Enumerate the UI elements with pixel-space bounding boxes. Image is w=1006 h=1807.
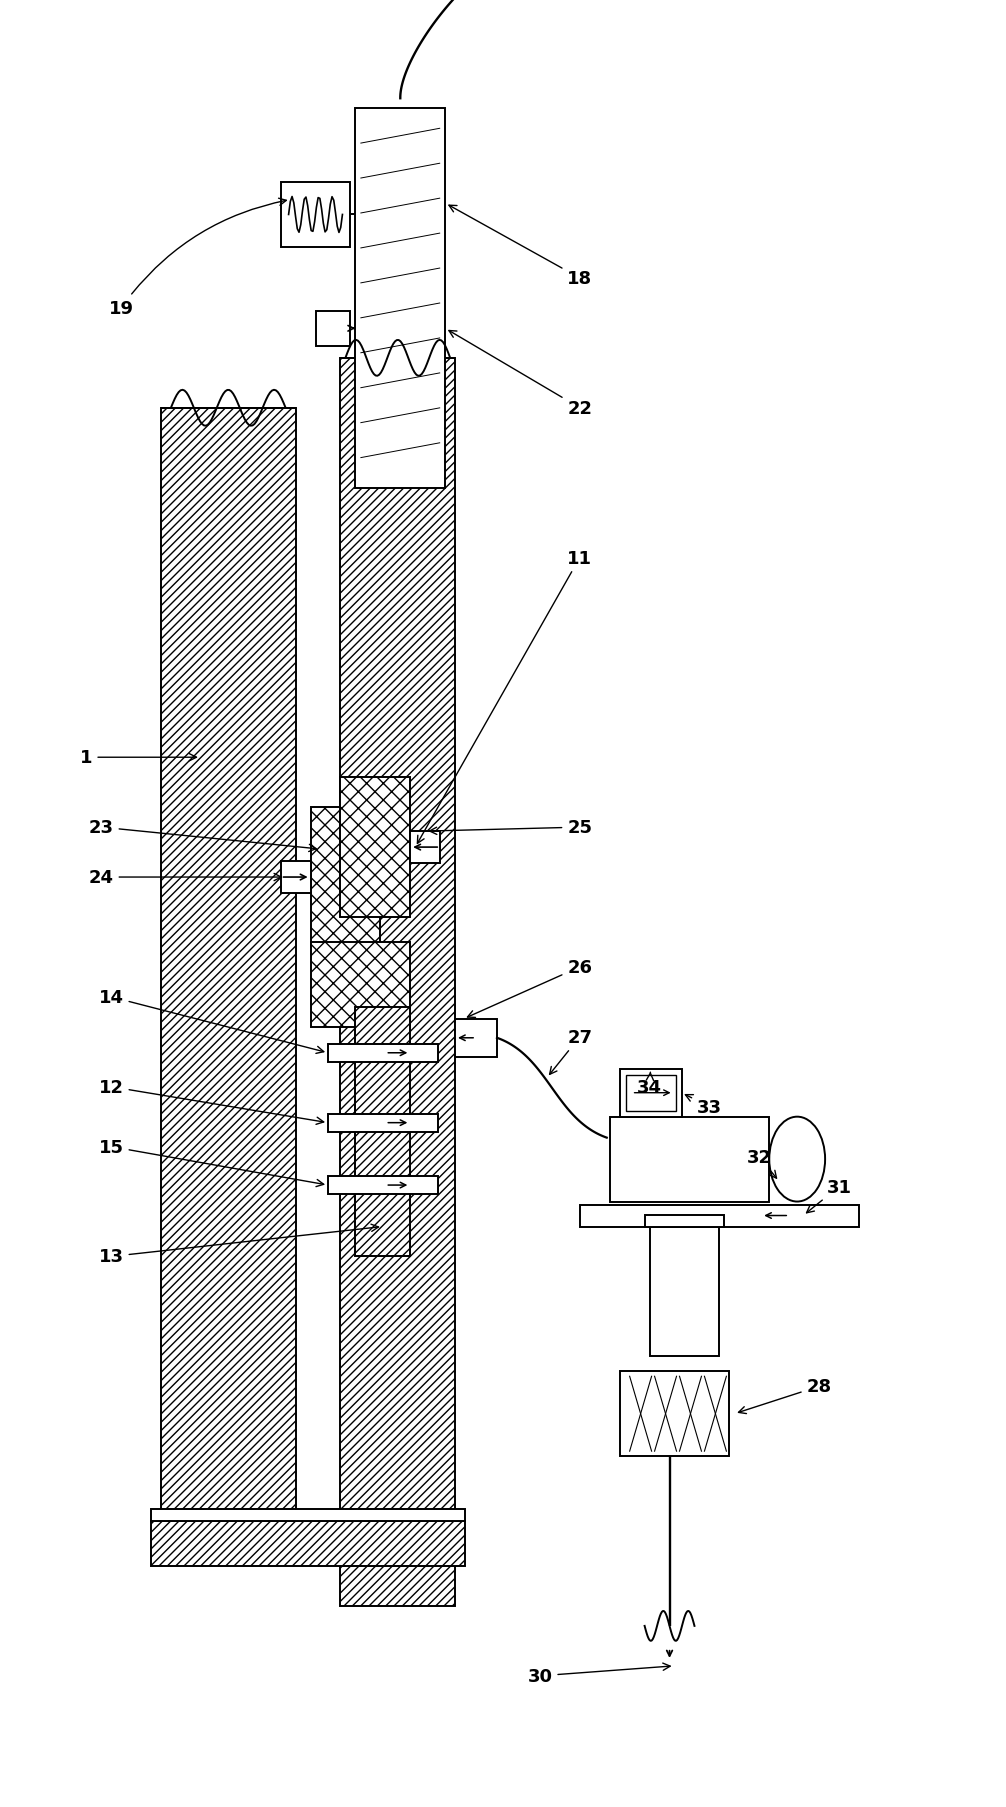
Bar — [316, 311, 350, 347]
Bar — [455, 1019, 497, 1057]
Bar — [151, 1521, 465, 1567]
Text: 22: 22 — [449, 331, 593, 417]
Text: 33: 33 — [685, 1095, 722, 1117]
Bar — [328, 1176, 438, 1194]
Bar — [650, 1227, 719, 1357]
Bar — [620, 1372, 729, 1456]
Bar — [355, 1006, 410, 1256]
Bar — [281, 862, 311, 893]
Bar — [161, 408, 296, 1527]
Text: 28: 28 — [738, 1377, 832, 1413]
Bar — [410, 831, 441, 864]
Bar — [579, 1205, 859, 1227]
Text: 25: 25 — [430, 819, 593, 837]
Bar — [328, 1115, 438, 1131]
Text: 31: 31 — [807, 1178, 851, 1212]
Text: 19: 19 — [109, 199, 287, 318]
Text: 27: 27 — [549, 1028, 593, 1075]
Text: 34: 34 — [637, 1073, 662, 1097]
Text: 11: 11 — [417, 549, 593, 844]
Ellipse shape — [770, 1117, 825, 1202]
Text: 13: 13 — [99, 1225, 378, 1265]
Bar — [645, 1214, 724, 1227]
Text: 32: 32 — [746, 1147, 777, 1178]
Bar — [620, 1070, 681, 1117]
Bar — [610, 1117, 770, 1202]
Bar — [151, 1509, 465, 1521]
Bar — [328, 1044, 438, 1063]
Text: 30: 30 — [527, 1662, 670, 1684]
Text: 23: 23 — [89, 819, 316, 853]
Text: 24: 24 — [89, 869, 282, 887]
Text: 15: 15 — [99, 1138, 324, 1187]
Bar — [281, 183, 350, 248]
Text: 26: 26 — [468, 958, 593, 1017]
Bar — [311, 808, 380, 947]
Text: 12: 12 — [99, 1079, 324, 1124]
Bar — [311, 943, 410, 1026]
Bar — [626, 1075, 675, 1111]
Text: 18: 18 — [449, 206, 593, 287]
Text: 1: 1 — [79, 748, 196, 766]
Bar — [355, 108, 446, 488]
Bar — [340, 777, 410, 918]
Text: 14: 14 — [99, 988, 324, 1053]
Bar — [340, 358, 455, 1606]
